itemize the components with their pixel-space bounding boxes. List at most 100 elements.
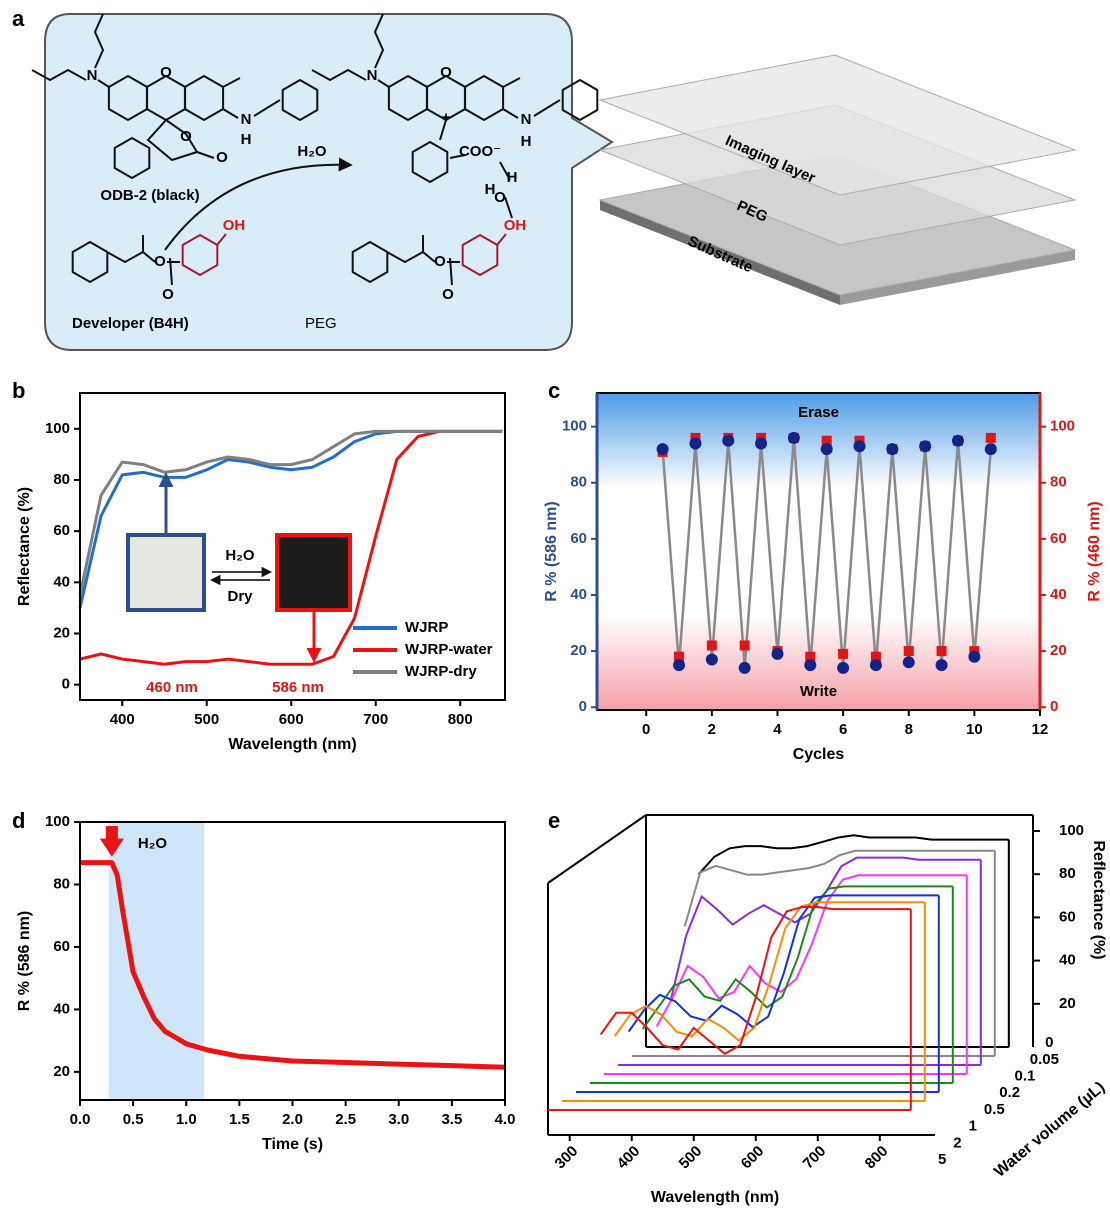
matrix-label: PEG xyxy=(305,315,337,332)
series-line xyxy=(671,858,981,1001)
y-tick-label: 80 xyxy=(1050,474,1067,491)
marker xyxy=(919,440,931,452)
y-tick-label: 60 xyxy=(570,530,587,547)
series-label: 2 xyxy=(953,1134,961,1151)
x-tick-label: 3.5 xyxy=(441,1111,462,1128)
y-tick-label: 40 xyxy=(570,586,587,603)
series-label: 0.5 xyxy=(984,1101,1005,1118)
x-tick-label: 700 xyxy=(800,1143,830,1173)
highlight-band xyxy=(109,822,205,1100)
y-tick-label: 40 xyxy=(1059,952,1076,969)
atom-label: O xyxy=(442,286,454,303)
annotation: Dry xyxy=(227,588,253,605)
atom-label: OH xyxy=(504,217,527,234)
y-tick-label: 20 xyxy=(570,642,587,659)
x-tick-label: 0.5 xyxy=(123,1111,144,1128)
marker xyxy=(804,659,816,671)
x-tick-label: 600 xyxy=(738,1143,768,1173)
x-tick-label: 2.0 xyxy=(282,1111,303,1128)
y-tick-label: 60 xyxy=(1059,908,1076,925)
x-tick-label: 10 xyxy=(966,721,983,738)
atom-label: OH xyxy=(223,217,246,234)
atom-label: H xyxy=(241,131,252,148)
x-tick-label: 2.5 xyxy=(335,1111,356,1128)
marker xyxy=(904,646,914,656)
atom-label: O xyxy=(434,253,446,270)
marker xyxy=(985,443,997,455)
annotation: 460 nm xyxy=(146,679,198,696)
y-axis-title: Reflectance (%) xyxy=(1090,840,1107,959)
y-tick-label: 40 xyxy=(53,1000,70,1017)
y-tick-label: 60 xyxy=(53,938,70,955)
panel-label: e xyxy=(548,808,560,833)
legend-label: WJRP xyxy=(405,619,448,636)
panel-label: c xyxy=(548,378,560,403)
marker xyxy=(673,659,685,671)
y-tick-label: 20 xyxy=(1050,642,1067,659)
legend-label: WJRP-dry xyxy=(405,663,477,680)
y-tick-label: 0 xyxy=(62,676,70,693)
x-tick-label: 600 xyxy=(279,711,304,728)
marker xyxy=(854,440,866,452)
x-tick-label: 400 xyxy=(110,711,135,728)
marker xyxy=(838,649,848,659)
inset-dry xyxy=(128,535,204,610)
series-label: 0.1 xyxy=(1015,1067,1036,1084)
atom-label: N xyxy=(241,111,252,128)
marker xyxy=(739,662,751,674)
compound-label: Developer (B4H) xyxy=(72,315,189,332)
panel-label: b xyxy=(12,378,25,403)
x-axis-title: Wavelength (nm) xyxy=(228,736,356,753)
atom-label: O xyxy=(180,128,192,145)
marker xyxy=(706,654,718,666)
marker xyxy=(837,662,849,674)
series-label: 1 xyxy=(969,1118,977,1135)
frame-edge xyxy=(548,815,646,883)
marker xyxy=(886,443,898,455)
reagent-label: H₂O xyxy=(297,143,326,160)
atom-label: H xyxy=(507,169,518,186)
y-tick-label: 20 xyxy=(53,1063,70,1080)
legend-label: WJRP-water xyxy=(405,641,493,658)
y-tick-label: 40 xyxy=(53,573,70,590)
x-tick-label: 800 xyxy=(448,711,473,728)
x-tick-label: 1.0 xyxy=(176,1111,197,1128)
y-tick-label: 100 xyxy=(1059,822,1084,839)
y-axis-title: R % (586 nm) xyxy=(16,911,33,1011)
marker xyxy=(870,659,882,671)
x-tick-label: 12 xyxy=(1032,721,1049,738)
atom-label: N xyxy=(367,67,378,84)
x-tick-label: 800 xyxy=(862,1143,892,1173)
y-tick-label: 80 xyxy=(53,471,70,488)
y-axis-title: Reflectance (%) xyxy=(16,487,33,606)
y-axis-title: R % (586 nm) xyxy=(543,501,560,601)
marker xyxy=(740,640,750,650)
series-line xyxy=(685,851,995,927)
marker xyxy=(821,443,833,455)
x-tick-label: 0 xyxy=(642,721,650,738)
atom-label: + xyxy=(442,109,451,126)
x-tick-label: 8 xyxy=(905,721,913,738)
series-label: 0 xyxy=(1045,1034,1053,1051)
figure: abcdeNOOONHOHOONO+COO⁻NHHOHOHOOODB-2 (bl… xyxy=(0,0,1110,1211)
annotation: 586 nm xyxy=(272,679,324,696)
y-tick-label: 100 xyxy=(562,418,587,435)
x-tick-label: 4.0 xyxy=(495,1111,516,1128)
x-tick-label: 300 xyxy=(552,1143,582,1173)
panel-label: d xyxy=(12,808,25,833)
x-axis-title: Time (s) xyxy=(262,1136,323,1153)
annotation: H₂O xyxy=(225,547,254,564)
y-tick-label: 0 xyxy=(579,698,587,715)
x-tick-label: 500 xyxy=(194,711,219,728)
atom-label: H xyxy=(521,133,532,150)
compound-label: ODB-2 (black) xyxy=(100,187,199,204)
y-tick-label: 20 xyxy=(53,624,70,641)
y-tick-label: 80 xyxy=(53,875,70,892)
y-tick-label: 100 xyxy=(1050,418,1075,435)
y-tick-label: 100 xyxy=(45,813,70,830)
atom-label: COO⁻ xyxy=(459,143,501,160)
y-tick-label: 80 xyxy=(570,474,587,491)
x-tick-label: 0.0 xyxy=(70,1111,91,1128)
x-tick-label: 4 xyxy=(773,721,782,738)
marker xyxy=(937,646,947,656)
